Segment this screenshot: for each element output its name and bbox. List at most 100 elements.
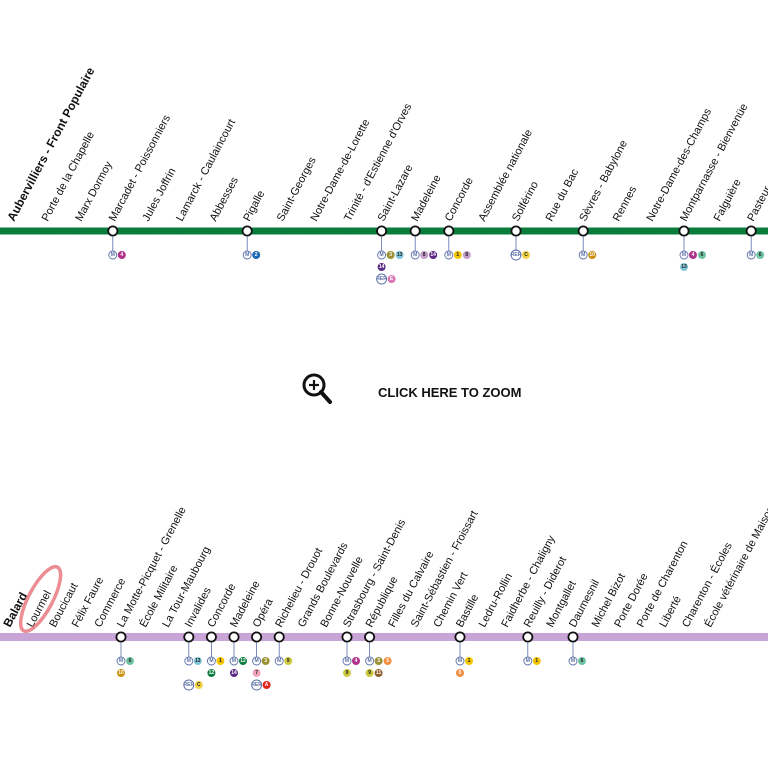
station-dot[interactable] <box>27 633 34 641</box>
station-label[interactable]: Falguière <box>712 177 744 223</box>
station-dot[interactable] <box>143 227 150 235</box>
station-label[interactable]: Concorde <box>443 176 476 224</box>
station-label[interactable]: Notre-Dame-des-Champs <box>644 106 714 223</box>
station-dot[interactable] <box>140 633 147 641</box>
station-interchange-dot[interactable] <box>567 631 579 643</box>
station-interchange-dot[interactable] <box>107 225 119 237</box>
station-label[interactable]: Marcadet - Poissonniers <box>107 113 174 224</box>
station[interactable]: Notre-Dame-de-Lorette <box>308 117 372 235</box>
station-interchange-dot[interactable] <box>745 225 757 237</box>
station-dot[interactable] <box>660 633 667 641</box>
station-dot[interactable] <box>682 633 690 641</box>
station[interactable]: Rennes <box>611 184 640 235</box>
station-dot[interactable] <box>637 633 644 641</box>
station-dot[interactable] <box>479 227 486 235</box>
station-dot[interactable] <box>546 227 553 235</box>
station[interactable]: Rue du Bac <box>544 167 582 235</box>
station[interactable]: Lamarck - Caulaincourt <box>174 117 238 235</box>
station-dot[interactable] <box>321 633 328 641</box>
station-interchange-dot[interactable] <box>115 631 127 643</box>
station-dot[interactable] <box>298 633 305 641</box>
rer-label: RER <box>376 276 387 282</box>
station-dot[interactable] <box>592 633 599 641</box>
station-dot[interactable] <box>95 633 102 641</box>
station-interchange-dot[interactable] <box>454 631 466 643</box>
station-interchange-dot[interactable] <box>205 631 217 643</box>
station-dot[interactable] <box>547 633 554 641</box>
line-badge <box>680 263 688 271</box>
station-label[interactable]: Pigalle <box>241 189 267 224</box>
station[interactable]: Pasteur M 6 <box>745 184 768 260</box>
station[interactable]: Boucicaut <box>47 581 81 641</box>
station-interchange-dot[interactable] <box>522 631 534 643</box>
station[interactable]: Abbesses <box>208 175 242 235</box>
station-dot[interactable] <box>344 227 352 235</box>
station-interchange-dot[interactable] <box>678 225 690 237</box>
station-label[interactable]: Pasteur <box>745 184 768 223</box>
station[interactable]: Assemblée nationale <box>476 128 535 235</box>
station-dot[interactable] <box>311 227 318 235</box>
station-label[interactable]: Trinité - d'Estienne d'Orves <box>342 101 415 223</box>
station-interchange-dot[interactable] <box>251 631 263 643</box>
station[interactable]: École vétérinaire de Maisons-Alfort <box>702 473 768 641</box>
station-dot[interactable] <box>411 633 418 641</box>
station-dot[interactable] <box>705 633 712 641</box>
line-badge <box>352 657 360 665</box>
station-label[interactable]: Notre-Dame-de-Lorette <box>308 117 372 223</box>
station[interactable]: Solférino RER C <box>510 179 541 261</box>
station-interchange-dot[interactable] <box>577 225 589 237</box>
station-dot[interactable] <box>714 227 721 235</box>
station-dot[interactable] <box>176 227 184 235</box>
station[interactable]: Opéra M 37 RER A <box>251 596 276 691</box>
station-label[interactable]: Jules Joffrin <box>140 166 178 223</box>
zoom-label[interactable]: CLICK HERE TO ZOOM <box>378 385 521 400</box>
station-label[interactable]: Lamarck - Caulaincourt <box>174 117 238 223</box>
station-dot[interactable] <box>42 227 49 235</box>
station-interchange-dot[interactable] <box>510 225 522 237</box>
station-interchange-dot[interactable] <box>409 225 421 237</box>
station[interactable]: Pigalle M 2 <box>241 189 267 260</box>
station-interchange-dot[interactable] <box>228 631 240 643</box>
station[interactable]: Concorde M 1 8 <box>443 176 476 260</box>
station-dot[interactable] <box>277 227 284 235</box>
station-dot[interactable] <box>389 633 396 641</box>
station[interactable]: Falguière <box>712 177 744 235</box>
metro-label: M <box>345 658 349 664</box>
station-label[interactable]: Rue du Bac <box>544 167 582 224</box>
station[interactable]: Marx Dormoy <box>73 159 115 235</box>
station-interchange-dot[interactable] <box>376 225 388 237</box>
station-dot[interactable] <box>647 227 654 235</box>
station-label[interactable]: Abbesses <box>208 175 242 224</box>
station[interactable]: Madeleine M 8 14 <box>409 173 444 260</box>
station-dot[interactable] <box>163 633 170 641</box>
station[interactable]: Saint-Georges <box>275 155 319 235</box>
station-interchange-dot[interactable] <box>364 631 376 643</box>
station-interchange-dot[interactable] <box>183 631 195 643</box>
station-label[interactable]: Madeleine <box>409 173 443 223</box>
station-dot[interactable] <box>76 227 83 235</box>
station[interactable]: Jules Joffrin <box>140 166 179 235</box>
station-interchange-dot[interactable] <box>273 631 285 643</box>
station-dot[interactable] <box>479 633 486 641</box>
magnifier-plus-icon[interactable] <box>302 373 332 404</box>
station-label[interactable]: École vétérinaire de Maisons-Alfort <box>702 473 768 630</box>
station-label[interactable]: Solférino <box>510 179 541 223</box>
station-label[interactable]: Rennes <box>611 184 640 224</box>
zoom-control[interactable]: CLICK HERE TO ZOOM <box>302 373 521 404</box>
station-dot[interactable] <box>210 227 217 235</box>
station-dot[interactable] <box>613 227 620 235</box>
station-dot[interactable] <box>50 633 57 641</box>
station-label[interactable]: Opéra <box>251 596 276 629</box>
station-interchange-dot[interactable] <box>443 225 455 237</box>
station-dot[interactable] <box>502 633 509 641</box>
station-label[interactable]: Saint-Lazare <box>376 163 416 224</box>
station-label[interactable]: Montparnasse - Bienvenüe <box>678 102 750 224</box>
station-interchange-dot[interactable] <box>341 631 353 643</box>
station-dot[interactable] <box>615 633 622 641</box>
station-dot[interactable] <box>434 633 441 641</box>
station-dot[interactable] <box>72 633 80 641</box>
station-interchange-dot[interactable] <box>241 225 253 237</box>
